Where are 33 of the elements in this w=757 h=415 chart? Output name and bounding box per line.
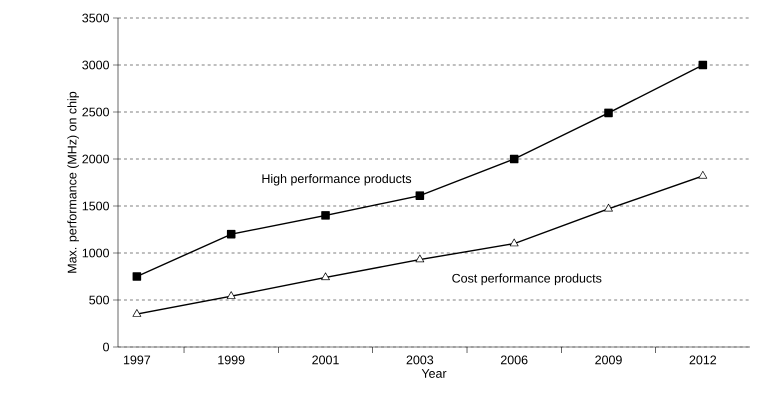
y-tick-label: 2500: [82, 108, 110, 116]
point: [510, 154, 518, 164]
x-tick-label: 1997: [124, 356, 150, 364]
point: [132, 272, 142, 281]
point: [416, 191, 424, 200]
y-tick-label: 2000: [82, 154, 110, 164]
point: [321, 211, 330, 220]
x-axis-title: Year: [422, 369, 446, 378]
y-tick-label: 500: [89, 296, 110, 304]
y-tick-label: 1000: [82, 248, 110, 258]
y-axis-title: Max. performance (MHz) on chip: [67, 92, 79, 273]
point: [604, 204, 613, 212]
series-label: Cost performance products: [452, 274, 602, 286]
y-tick-label: 0: [103, 342, 110, 352]
point: [698, 170, 708, 179]
y-tick-label: 3000: [82, 60, 110, 70]
point: [415, 254, 424, 262]
x-tick-label: 2001: [312, 356, 339, 364]
y-tick-label: 3500: [82, 14, 110, 22]
x-tick-label: 2009: [595, 356, 622, 364]
x-tick-label: 2003: [406, 356, 434, 364]
y-tick-label: 1500: [82, 202, 110, 210]
point: [510, 238, 519, 246]
x-tick-label: 2006: [500, 356, 528, 364]
point: [132, 309, 142, 317]
point: [604, 108, 613, 118]
series-label: High performance products: [262, 174, 412, 186]
point: [698, 60, 708, 70]
point: [226, 230, 236, 238]
point: [226, 291, 236, 299]
point: [321, 272, 330, 280]
x-tick-label: 2012: [690, 356, 716, 364]
x-tick-label: 1999: [218, 356, 244, 364]
